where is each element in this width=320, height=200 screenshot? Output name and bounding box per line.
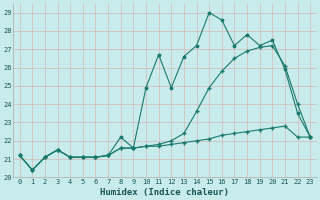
X-axis label: Humidex (Indice chaleur): Humidex (Indice chaleur): [100, 188, 229, 197]
